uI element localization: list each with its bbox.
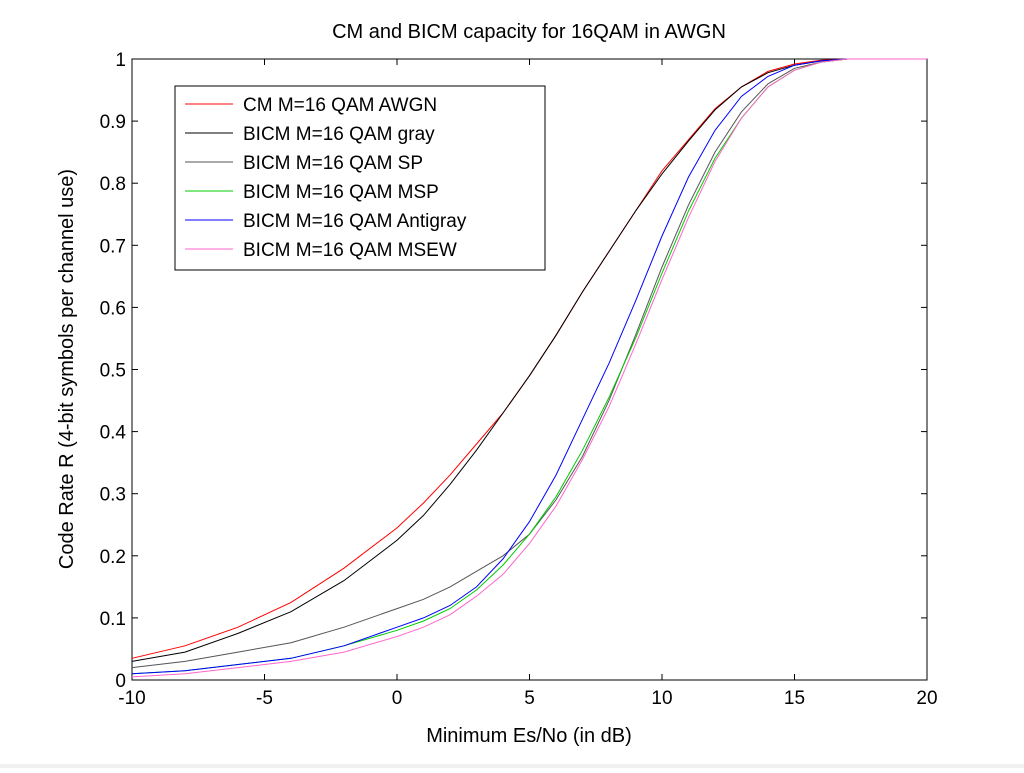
y-tick-label: 1 [115,50,126,71]
x-tick-label: 15 [784,688,805,709]
x-axis-title: Minimum Es/No (in dB) [426,725,632,747]
x-tick-label: 20 [916,688,937,709]
y-tick-label: 0.8 [100,174,126,195]
y-tick-label: 0.9 [100,112,126,133]
bottom-strip [0,764,1024,768]
y-tick-label: 0.7 [100,236,126,257]
chart-title: CM and BICM capacity for 16QAM in AWGN [332,21,726,43]
axis-ticks: -10 -5 0 5 10 15 20 0 0.1 0.2 0.3 0.4 0.5 0.6 0.7 0.8 0.… [100,50,938,709]
y-tick-label: 0.2 [100,547,126,568]
y-tick-label: 0.4 [100,423,127,444]
y-axis-title: Code Rate R (4-bit symbols per channel u… [56,169,78,569]
legend-label: BICM M=16 QAM SP [243,153,423,174]
legend-label: CM M=16 QAM AWGN [243,95,437,116]
y-tick-label: 0 [115,671,126,692]
y-tick-label: 0.6 [100,298,126,319]
x-tick-label: 0 [392,688,403,709]
x-tick-label: 10 [651,688,672,709]
legend-label: BICM M=16 QAM gray [243,124,435,145]
y-tick-label: 0.3 [100,485,126,506]
x-tick-label: 5 [524,688,535,709]
legend-label: BICM M=16 QAM Antigray [243,211,467,232]
series-line-5 [131,58,927,675]
x-tick-label: -5 [256,688,273,709]
y-tick-label: 0.5 [100,361,126,382]
legend: CM M=16 QAM AWGN BICM M=16 QAM gray BICM M… [174,85,546,271]
legend-label: BICM M=16 QAM MSP [243,182,439,203]
series-line-6 [131,58,927,678]
legend-box [174,85,546,271]
series-line-3 [131,58,927,669]
x-tick-label: -10 [118,688,145,709]
series-lines [131,58,927,678]
y-tick-label: 0.1 [100,609,126,630]
legend-label: BICM M=16 QAM MSEW [243,240,457,261]
